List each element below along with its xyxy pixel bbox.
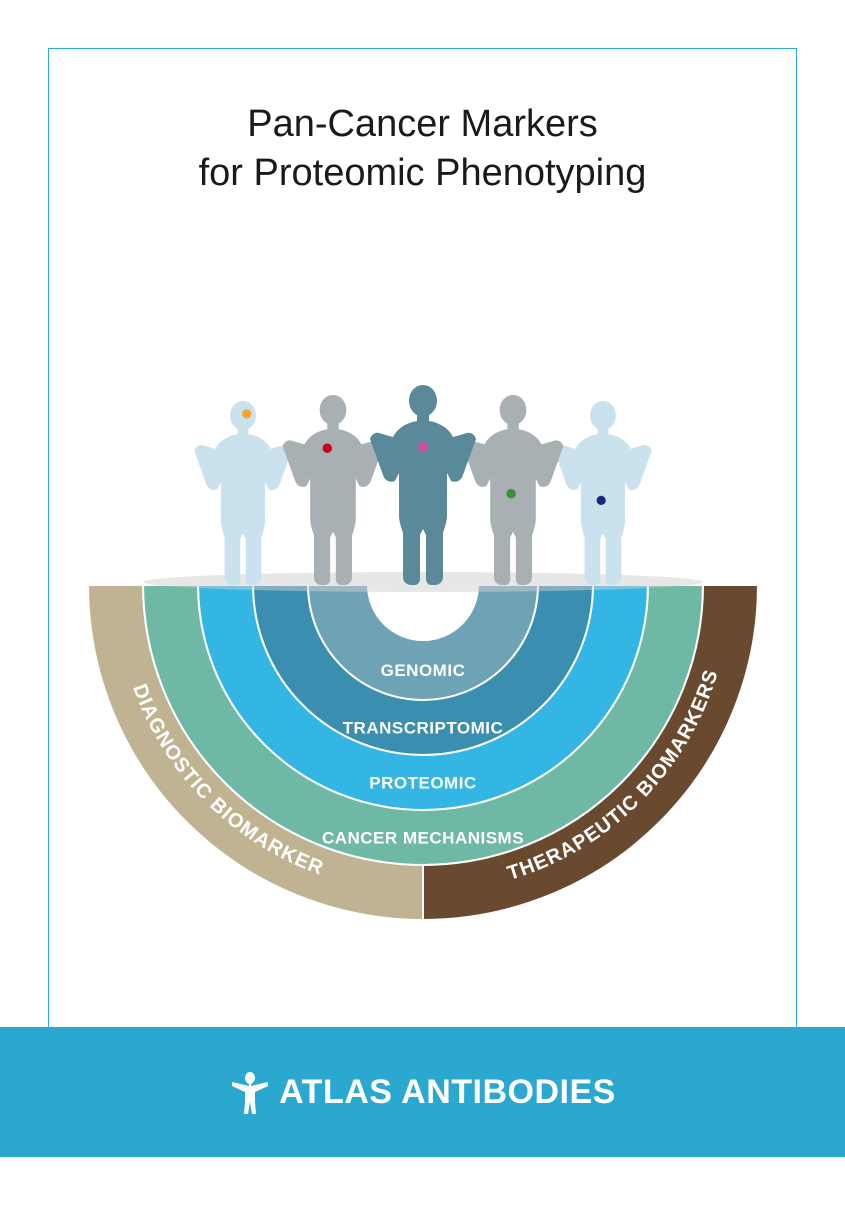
title-line2: for Proteomic Phenotyping (199, 152, 647, 194)
brand-logo-icon (229, 1068, 271, 1116)
marker-dot-2 (418, 442, 428, 452)
human-figure-3 (462, 395, 563, 585)
title-line1: Pan-Cancer Markers (247, 103, 598, 145)
arc-label-0: GENOMIC (380, 661, 465, 680)
human-figure-1 (282, 395, 383, 585)
page-title: Pan-Cancer Markers for Proteomic Phenoty… (0, 100, 845, 199)
arc-label-2: PROTEOMIC (369, 774, 476, 793)
human-figure-4 (554, 401, 652, 585)
marker-dot-4 (596, 496, 605, 505)
marker-dot-0 (242, 409, 251, 418)
arc-label-3: CANCER MECHANISMS (321, 829, 523, 848)
arc-label-1: TRANSCRIPTOMIC (342, 719, 503, 738)
marker-dot-1 (322, 443, 332, 453)
human-figure-2 (370, 385, 476, 585)
human-figure-0 (194, 401, 292, 585)
diagram-svg: GENOMIC TRANSCRIPTOMIC PROTEOMIC CANCER MEC… (73, 280, 773, 930)
brand-text: ATLAS ANTIBODIES (279, 1073, 616, 1112)
brand: ATLAS ANTIBODIES (229, 1068, 616, 1116)
infographic-diagram: GENOMIC TRANSCRIPTOMIC PROTEOMIC CANCER MEC… (73, 280, 773, 930)
footer-band: ATLAS ANTIBODIES (0, 1027, 845, 1157)
marker-dot-3 (506, 489, 515, 499)
